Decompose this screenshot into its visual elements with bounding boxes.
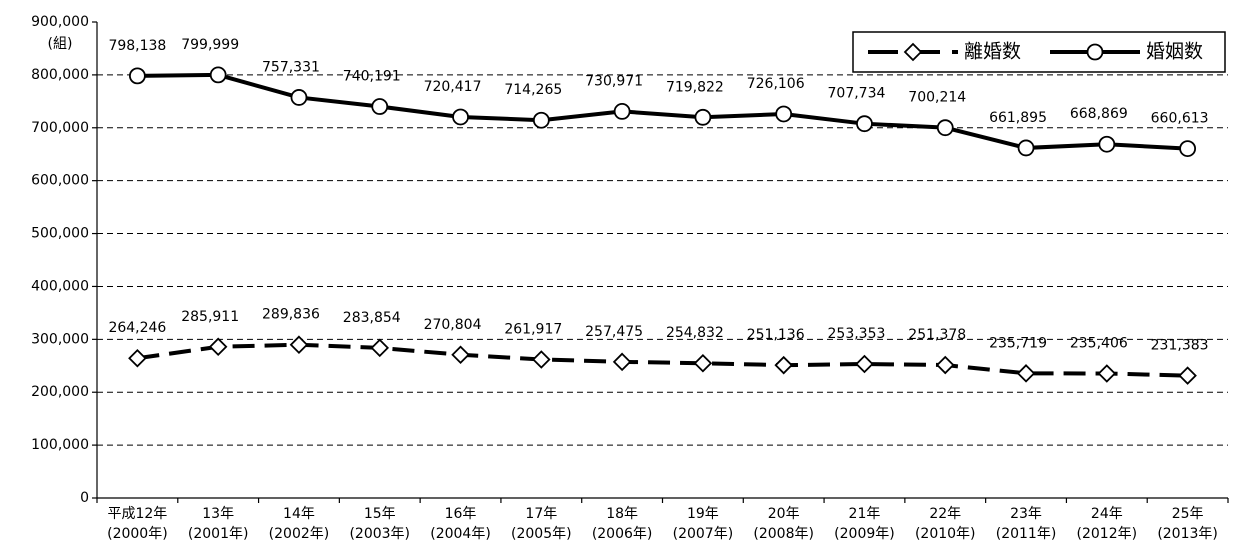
data-point	[693, 353, 713, 373]
x-tick-label: 15年(2003年)	[349, 506, 410, 542]
y-tick-label: 900,000	[31, 14, 89, 30]
x-tick-label: 19年(2007年)	[673, 506, 734, 542]
data-label: 798,138	[108, 38, 166, 54]
data-label: 285,911	[181, 309, 239, 325]
data-point	[856, 115, 873, 133]
x-tick-label: 平成12年(2000年)	[107, 506, 168, 542]
data-label: 283,854	[343, 310, 401, 326]
data-point	[612, 352, 632, 372]
data-point	[613, 102, 631, 120]
x-tick-label: 13年(2001年)	[188, 506, 249, 542]
x-tick-label: 18年(2006年)	[592, 506, 653, 542]
data-point	[1098, 135, 1116, 153]
series-line	[137, 72, 1188, 151]
data-label: 714,265	[504, 82, 562, 98]
data-point	[451, 345, 470, 365]
data-point	[1017, 139, 1035, 157]
data-label: 254,832	[666, 325, 724, 341]
data-label: 707,734	[828, 86, 886, 102]
data-label: 251,378	[908, 327, 966, 343]
x-tick-label: 25年(2013年)	[1157, 506, 1218, 542]
data-label: 261,917	[504, 321, 562, 337]
data-point	[289, 335, 309, 354]
data-label: 730,971	[585, 73, 643, 89]
data-point	[128, 67, 146, 85]
data-point	[1016, 364, 1036, 383]
data-label: 661,895	[989, 110, 1047, 126]
y-tick-label: 500,000	[31, 226, 89, 242]
data-label: 264,246	[108, 320, 166, 336]
data-point	[936, 119, 954, 137]
series-line	[137, 342, 1188, 378]
legend-marker	[903, 42, 923, 62]
data-label: 726,106	[747, 76, 805, 92]
data-label: 700,214	[908, 90, 966, 106]
y-tick-label: 300,000	[31, 331, 89, 347]
data-label: 270,804	[424, 317, 482, 333]
y-tick-label: 400,000	[31, 278, 89, 294]
legend: 離婚数 婚姻数	[852, 31, 1226, 73]
legend-label: 離婚数	[964, 41, 1021, 63]
y-tick-label: 200,000	[31, 384, 89, 400]
data-point	[370, 338, 390, 358]
y-tick-label: 600,000	[31, 173, 89, 189]
data-point	[371, 98, 389, 115]
data-point	[208, 337, 228, 357]
data-point	[209, 66, 227, 84]
data-label: 668,869	[1070, 106, 1128, 122]
data-point	[532, 111, 550, 129]
data-label: 251,136	[747, 327, 805, 343]
x-tick-label: 24年(2012年)	[1077, 506, 1138, 542]
y-tick-label: 100,000	[31, 437, 89, 453]
data-point	[452, 108, 469, 126]
x-tick-label: 17年(2005年)	[511, 506, 572, 542]
legend-marker	[1086, 43, 1104, 61]
data-label: 660,613	[1151, 111, 1209, 127]
data-point	[128, 348, 147, 368]
data-label: 757,331	[262, 59, 320, 75]
data-point	[1178, 366, 1197, 385]
x-tick-label: 23年(2011年)	[996, 506, 1057, 542]
data-point	[935, 355, 955, 375]
data-label: 231,383	[1151, 338, 1209, 354]
data-label: 719,822	[666, 79, 724, 95]
data-point	[855, 354, 874, 374]
data-point	[1097, 364, 1117, 383]
x-tick-label: 16年(2004年)	[430, 506, 491, 542]
y-tick-label: 700,000	[31, 120, 89, 136]
unit-label: (組)	[48, 36, 73, 52]
x-tick-label: 20年(2008年)	[753, 506, 814, 542]
data-point	[532, 350, 551, 369]
y-tick-label: 800,000	[31, 67, 89, 83]
data-label: 235,719	[989, 335, 1047, 351]
legend-label: 婚姻数	[1146, 41, 1203, 63]
data-label: 289,836	[262, 307, 320, 323]
data-label: 720,417	[424, 79, 482, 95]
data-point	[775, 105, 793, 123]
data-point	[694, 108, 712, 126]
data-label: 235,406	[1070, 335, 1128, 351]
x-tick-label: 14年(2002年)	[269, 506, 330, 542]
x-tick-label: 21年(2009年)	[834, 506, 895, 542]
data-point	[290, 89, 308, 106]
data-point	[1179, 140, 1197, 158]
data-label: 799,999	[181, 37, 239, 53]
data-label: 257,475	[585, 324, 643, 340]
x-tick-label: 22年(2010年)	[915, 506, 976, 542]
data-point	[774, 355, 793, 375]
y-tick-label: 0	[80, 490, 89, 506]
data-label: 253,353	[828, 326, 886, 342]
data-label: 740,191	[343, 69, 401, 85]
